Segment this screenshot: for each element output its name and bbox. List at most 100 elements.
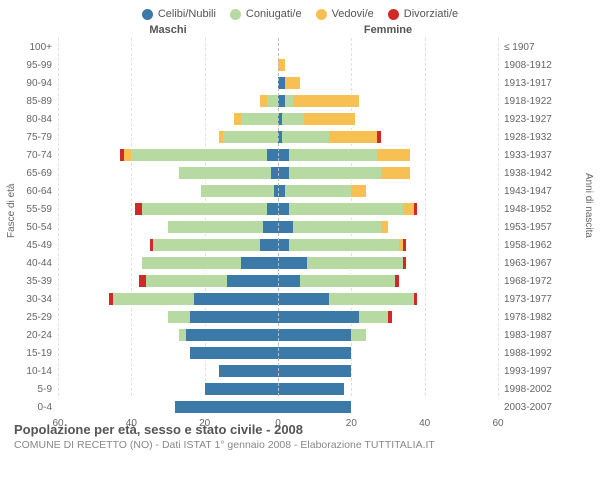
bar-segment	[278, 274, 300, 288]
birth-year-label: 1963-1967	[498, 258, 590, 269]
age-row: 45-491958-1962	[10, 236, 590, 254]
bars-female	[278, 76, 498, 90]
age-label: 95-99	[10, 60, 58, 71]
legend-dot	[142, 9, 153, 20]
bar-segment	[205, 382, 278, 396]
bar-segment	[395, 274, 399, 288]
bar-segment	[388, 310, 392, 324]
rows: 100+≤ 190795-991908-191290-941913-191785…	[10, 38, 590, 416]
bar-segment	[278, 310, 359, 324]
legend-label: Coniugati/e	[246, 8, 302, 20]
bars-male	[58, 112, 278, 126]
age-label: 20-24	[10, 330, 58, 341]
bar-segment	[278, 202, 289, 216]
birth-year-label: ≤ 1907	[498, 42, 590, 53]
age-label: 75-79	[10, 132, 58, 143]
age-label: 45-49	[10, 240, 58, 251]
bar-segment	[414, 202, 418, 216]
age-label: 85-89	[10, 96, 58, 107]
birth-year-label: 1918-1922	[498, 96, 590, 107]
bar-segment	[403, 202, 414, 216]
birth-year-label: 1993-1997	[498, 366, 590, 377]
bar-segment	[359, 310, 388, 324]
bar-segment	[267, 94, 278, 108]
birth-year-label: 1923-1927	[498, 114, 590, 125]
age-label: 70-74	[10, 150, 58, 161]
birth-year-label: 2003-2007	[498, 402, 590, 413]
age-row: 25-291978-1982	[10, 308, 590, 326]
bar-segment	[278, 400, 351, 414]
bar-segment	[186, 328, 278, 342]
bar-segment	[146, 274, 227, 288]
bar-segment	[278, 166, 289, 180]
bars-female	[278, 58, 498, 72]
birth-year-label: 1978-1982	[498, 312, 590, 323]
bars-female	[278, 364, 498, 378]
age-row: 80-84 1923-1927	[10, 110, 590, 128]
bar-segment	[289, 148, 377, 162]
x-axis: 6040200204060	[10, 418, 590, 432]
bars-male	[58, 94, 278, 108]
xtick-label: 20	[199, 418, 210, 429]
legend-label: Divorziati/e	[404, 8, 458, 20]
legend-item: Celibi/Nubili	[142, 8, 216, 20]
bars-female	[278, 346, 498, 360]
age-row: 20-24 1983-1987	[10, 326, 590, 344]
birth-year-label: 1943-1947	[498, 186, 590, 197]
bar-segment	[289, 202, 403, 216]
age-row: 90-941913-1917	[10, 74, 590, 92]
bars-female	[278, 238, 498, 252]
bars-female	[278, 292, 498, 306]
xtick-area: 6040200204060	[58, 418, 498, 432]
bar-segment	[271, 166, 278, 180]
birth-year-label: 1913-1917	[498, 78, 590, 89]
bars-female	[278, 220, 498, 234]
bar-segment	[267, 148, 278, 162]
bars-male	[58, 202, 278, 216]
age-row: 95-991908-1912	[10, 56, 590, 74]
bar-segment	[201, 184, 274, 198]
age-label: 30-34	[10, 294, 58, 305]
bars-male	[58, 346, 278, 360]
bars-male	[58, 220, 278, 234]
age-row: 85-89 1918-1922	[10, 92, 590, 110]
xtick-label: 40	[126, 418, 137, 429]
age-row: 75-791928-1932	[10, 128, 590, 146]
chart-subtitle: COMUNE DI RECETTO (NO) - Dati ISTAT 1° g…	[14, 439, 590, 451]
bar-segment	[278, 94, 285, 108]
bars-male	[58, 184, 278, 198]
age-label: 80-84	[10, 114, 58, 125]
age-row: 15-191988-1992	[10, 344, 590, 362]
bar-segment	[278, 220, 293, 234]
xtick-label: 20	[346, 418, 357, 429]
age-row: 30-341973-1977	[10, 290, 590, 308]
age-label: 50-54	[10, 222, 58, 233]
bar-segment	[329, 130, 377, 144]
xtick-label: 40	[419, 418, 430, 429]
legend-item: Divorziati/e	[388, 8, 458, 20]
bars-male	[58, 400, 278, 414]
bars-female	[278, 112, 498, 126]
bars-female	[278, 130, 498, 144]
birth-year-label: 1968-1972	[498, 276, 590, 287]
bar-segment	[381, 220, 388, 234]
bar-segment	[289, 238, 399, 252]
bar-segment	[153, 238, 259, 252]
bar-segment	[175, 400, 278, 414]
bar-segment	[414, 292, 418, 306]
bars-female	[278, 400, 498, 414]
bars-male	[58, 256, 278, 270]
bars-male	[58, 292, 278, 306]
birth-year-label: 1983-1987	[498, 330, 590, 341]
bars-female	[278, 256, 498, 270]
age-row: 5-91998-2002	[10, 380, 590, 398]
population-pyramid-chart: Celibi/NubiliConiugati/eVedovi/eDivorzia…	[0, 0, 600, 500]
bar-segment	[223, 130, 278, 144]
center-line	[278, 38, 279, 396]
bar-segment	[131, 148, 267, 162]
bar-segment	[124, 148, 131, 162]
bar-segment	[278, 292, 329, 306]
bar-segment	[377, 148, 410, 162]
age-row: 65-691938-1942	[10, 164, 590, 182]
bar-segment	[234, 112, 241, 126]
